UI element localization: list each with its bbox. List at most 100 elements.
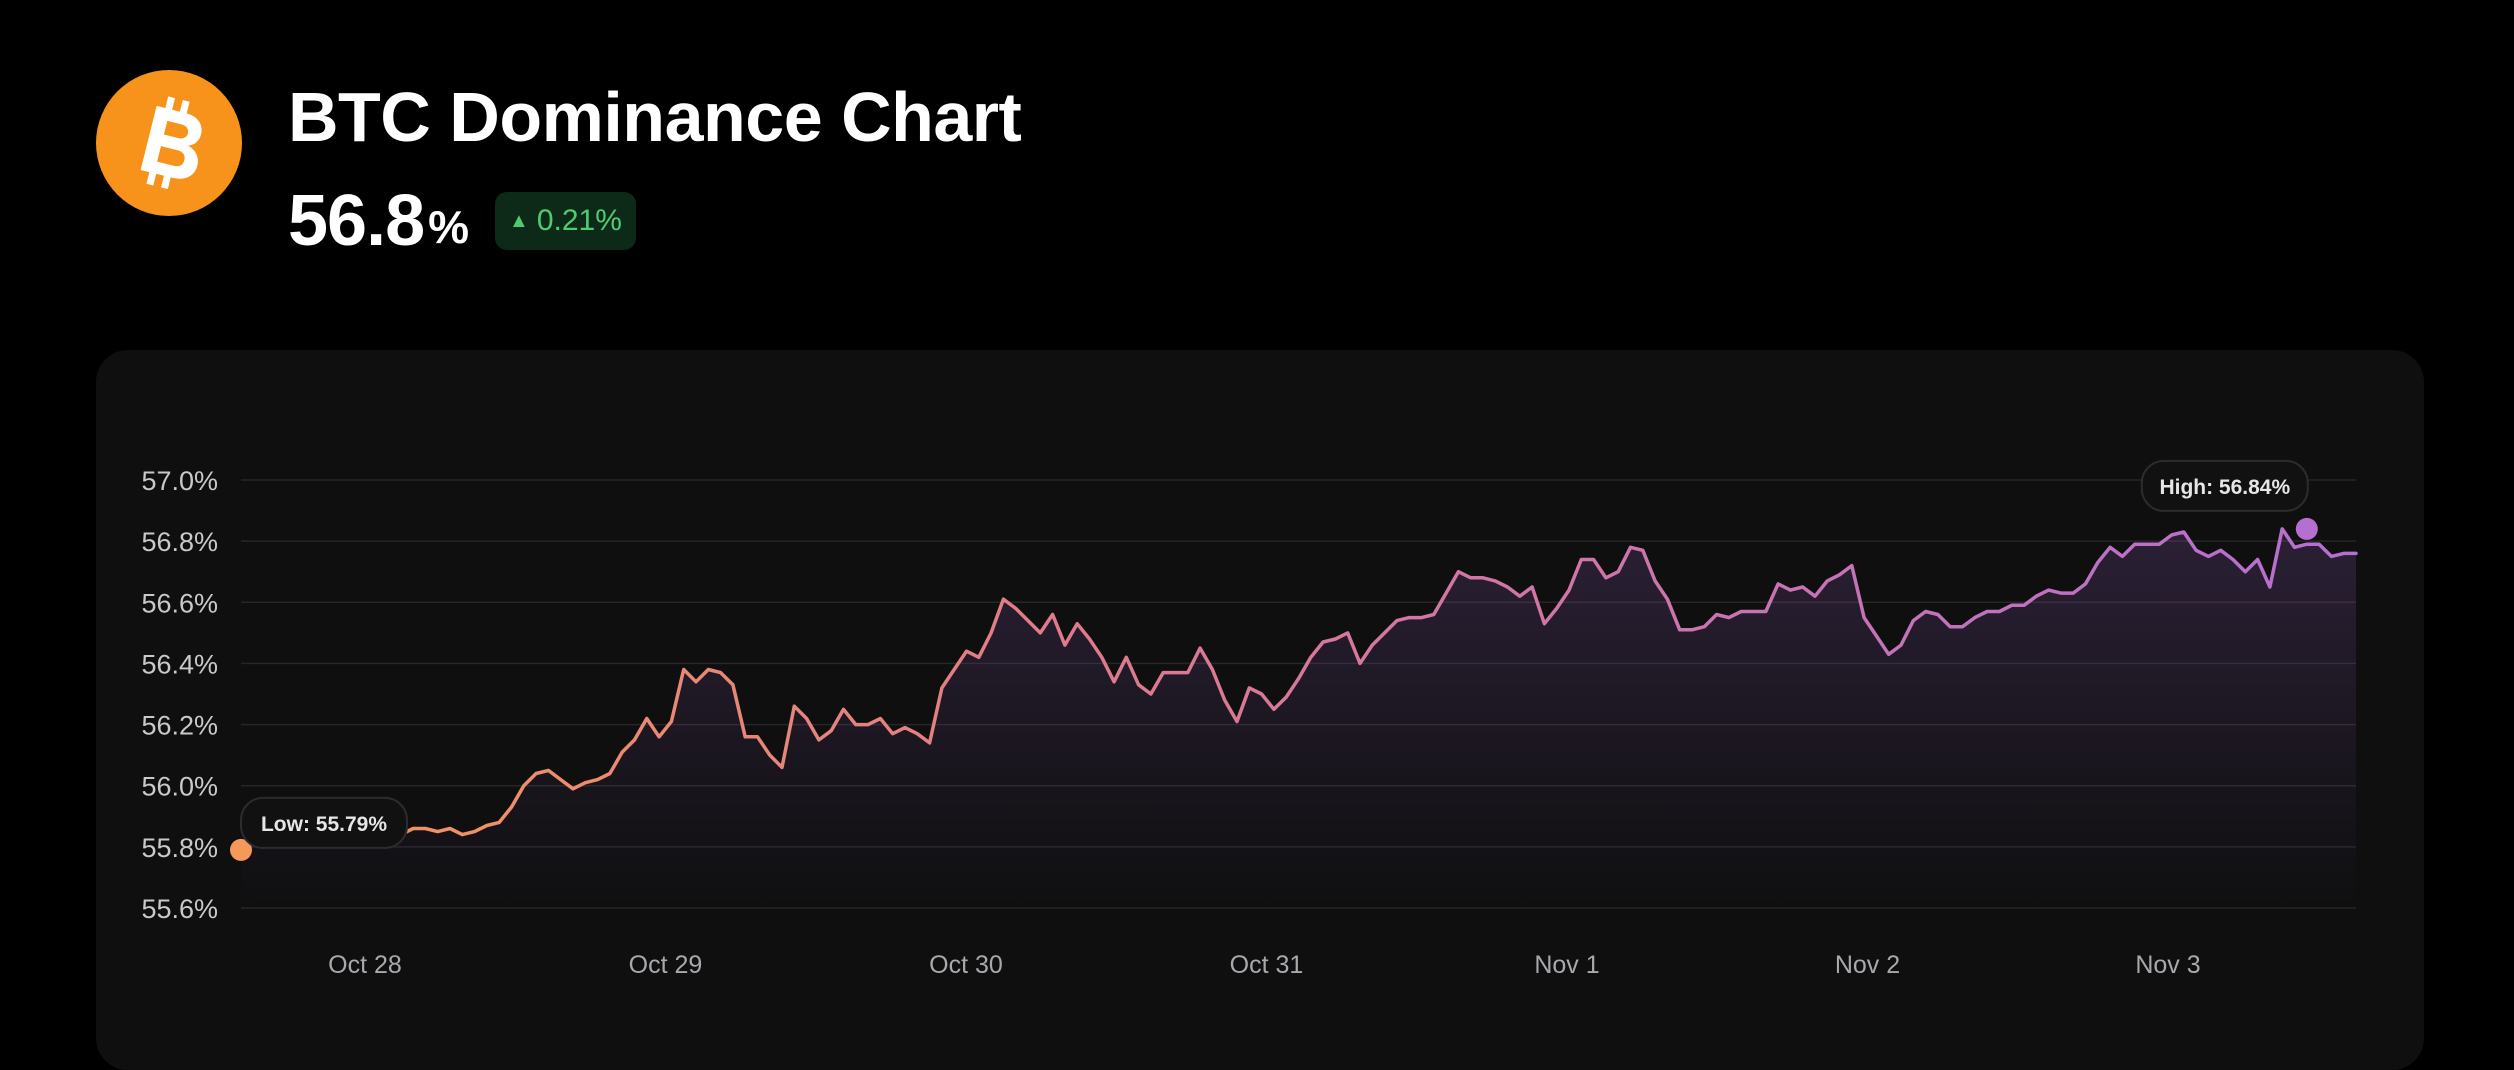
data-point — [2071, 591, 2075, 595]
low-marker — [230, 838, 252, 861]
data-point — [497, 820, 501, 824]
x-tick-label: Nov 3 — [2135, 951, 2200, 979]
data-point — [1838, 573, 1842, 577]
data-point — [1075, 622, 1079, 626]
high-label: High: 56.84% — [2159, 476, 2290, 499]
data-point — [780, 765, 784, 769]
data-point — [866, 723, 870, 727]
y-axis: 57.0% 56.8% 56.6% 56.4% 56.2% 56.0% 55.8% 55.6% — [141, 466, 218, 924]
data-point — [1407, 616, 1411, 620]
data-point — [2083, 582, 2087, 586]
dominance-chart[interactable]: 57.0% 56.8% 56.6% 56.4% 56.2% 56.0% 55.8% 55.6%… — [0, 0, 2514, 1042]
x-tick-label: Nov 1 — [1534, 951, 1599, 979]
data-point — [719, 671, 723, 675]
data-point — [1899, 643, 1903, 647]
data-point — [1493, 579, 1497, 583]
data-point — [1395, 619, 1399, 623]
data-point — [1739, 609, 1743, 613]
data-point — [2182, 530, 2186, 534]
data-point — [1961, 625, 1965, 629]
data-point — [1419, 616, 1423, 620]
data-point — [805, 716, 809, 720]
data-point — [1542, 622, 1546, 626]
data-point — [1161, 671, 1165, 675]
data-point — [903, 726, 907, 730]
data-point — [1678, 628, 1682, 632]
data-point — [1887, 652, 1891, 656]
data-point — [559, 778, 563, 782]
data-point — [546, 768, 550, 772]
low-tooltip — [240, 796, 408, 849]
data-point — [891, 732, 895, 736]
data-point — [1087, 637, 1091, 641]
data-point — [1518, 594, 1522, 598]
data-point — [2219, 548, 2223, 552]
data-point — [1174, 671, 1178, 675]
x-axis: Oct 28 Oct 29 Oct 30 Oct 31 Nov 1 Nov 2 Nov 3 — [328, 951, 2200, 979]
data-point — [2317, 542, 2321, 546]
data-point — [1530, 585, 1534, 589]
data-point — [2329, 554, 2333, 558]
data-point — [1198, 646, 1202, 650]
data-point — [1038, 631, 1042, 635]
y-tick-label: 56.4% — [141, 649, 218, 679]
data-point — [977, 655, 981, 659]
data-point — [657, 735, 661, 739]
data-point — [1137, 683, 1141, 687]
data-point — [1776, 582, 1780, 586]
data-point — [755, 735, 759, 739]
data-point — [2010, 603, 2014, 607]
data-point — [1370, 643, 1374, 647]
data-point — [2342, 551, 2346, 555]
data-point — [1727, 616, 1731, 620]
data-point — [1309, 655, 1313, 659]
y-tick-label: 56.2% — [141, 711, 218, 741]
data-point — [620, 750, 624, 754]
data-point — [854, 723, 858, 727]
data-point — [1100, 655, 1104, 659]
data-point — [2305, 542, 2309, 546]
data-point — [411, 827, 415, 831]
data-point — [2034, 594, 2038, 598]
data-point — [1272, 707, 1276, 711]
data-point — [1579, 557, 1583, 561]
data-point — [1690, 628, 1694, 632]
data-point — [743, 735, 747, 739]
data-point — [964, 649, 968, 653]
data-point — [1051, 613, 1055, 617]
data-point — [842, 707, 846, 711]
data-point — [1862, 616, 1866, 620]
data-point — [2354, 551, 2358, 555]
bitcoin-icon — [140, 96, 202, 190]
data-point — [1432, 613, 1436, 617]
data-point — [731, 683, 735, 687]
data-point — [1592, 557, 1596, 561]
data-point — [1112, 680, 1116, 684]
data-point — [1911, 619, 1915, 623]
data-point — [2293, 545, 2297, 549]
data-point — [1801, 585, 1805, 589]
data-point — [792, 704, 796, 708]
data-point — [1444, 591, 1448, 595]
data-point — [1063, 643, 1067, 647]
price-row: 56.8 % ▲ 0.21% — [288, 176, 636, 266]
triangle-up-icon: ▲ — [509, 209, 529, 232]
data-point — [928, 741, 932, 745]
data-point — [1358, 661, 1362, 665]
y-tick-label: 56.8% — [141, 527, 218, 557]
data-point — [682, 668, 686, 672]
data-point — [817, 738, 821, 742]
data-point — [2231, 557, 2235, 561]
data-point — [1948, 625, 1952, 629]
data-point — [1985, 609, 1989, 613]
x-tick-label: Oct 29 — [629, 951, 703, 979]
data-point — [1026, 619, 1030, 623]
data-point — [1973, 616, 1977, 620]
data-point — [2047, 588, 2051, 592]
data-point — [583, 781, 587, 785]
data-point — [1555, 606, 1559, 610]
data-point — [768, 753, 772, 757]
data-point — [1604, 576, 1608, 580]
data-point — [1616, 570, 1620, 574]
data-point — [2243, 570, 2247, 574]
